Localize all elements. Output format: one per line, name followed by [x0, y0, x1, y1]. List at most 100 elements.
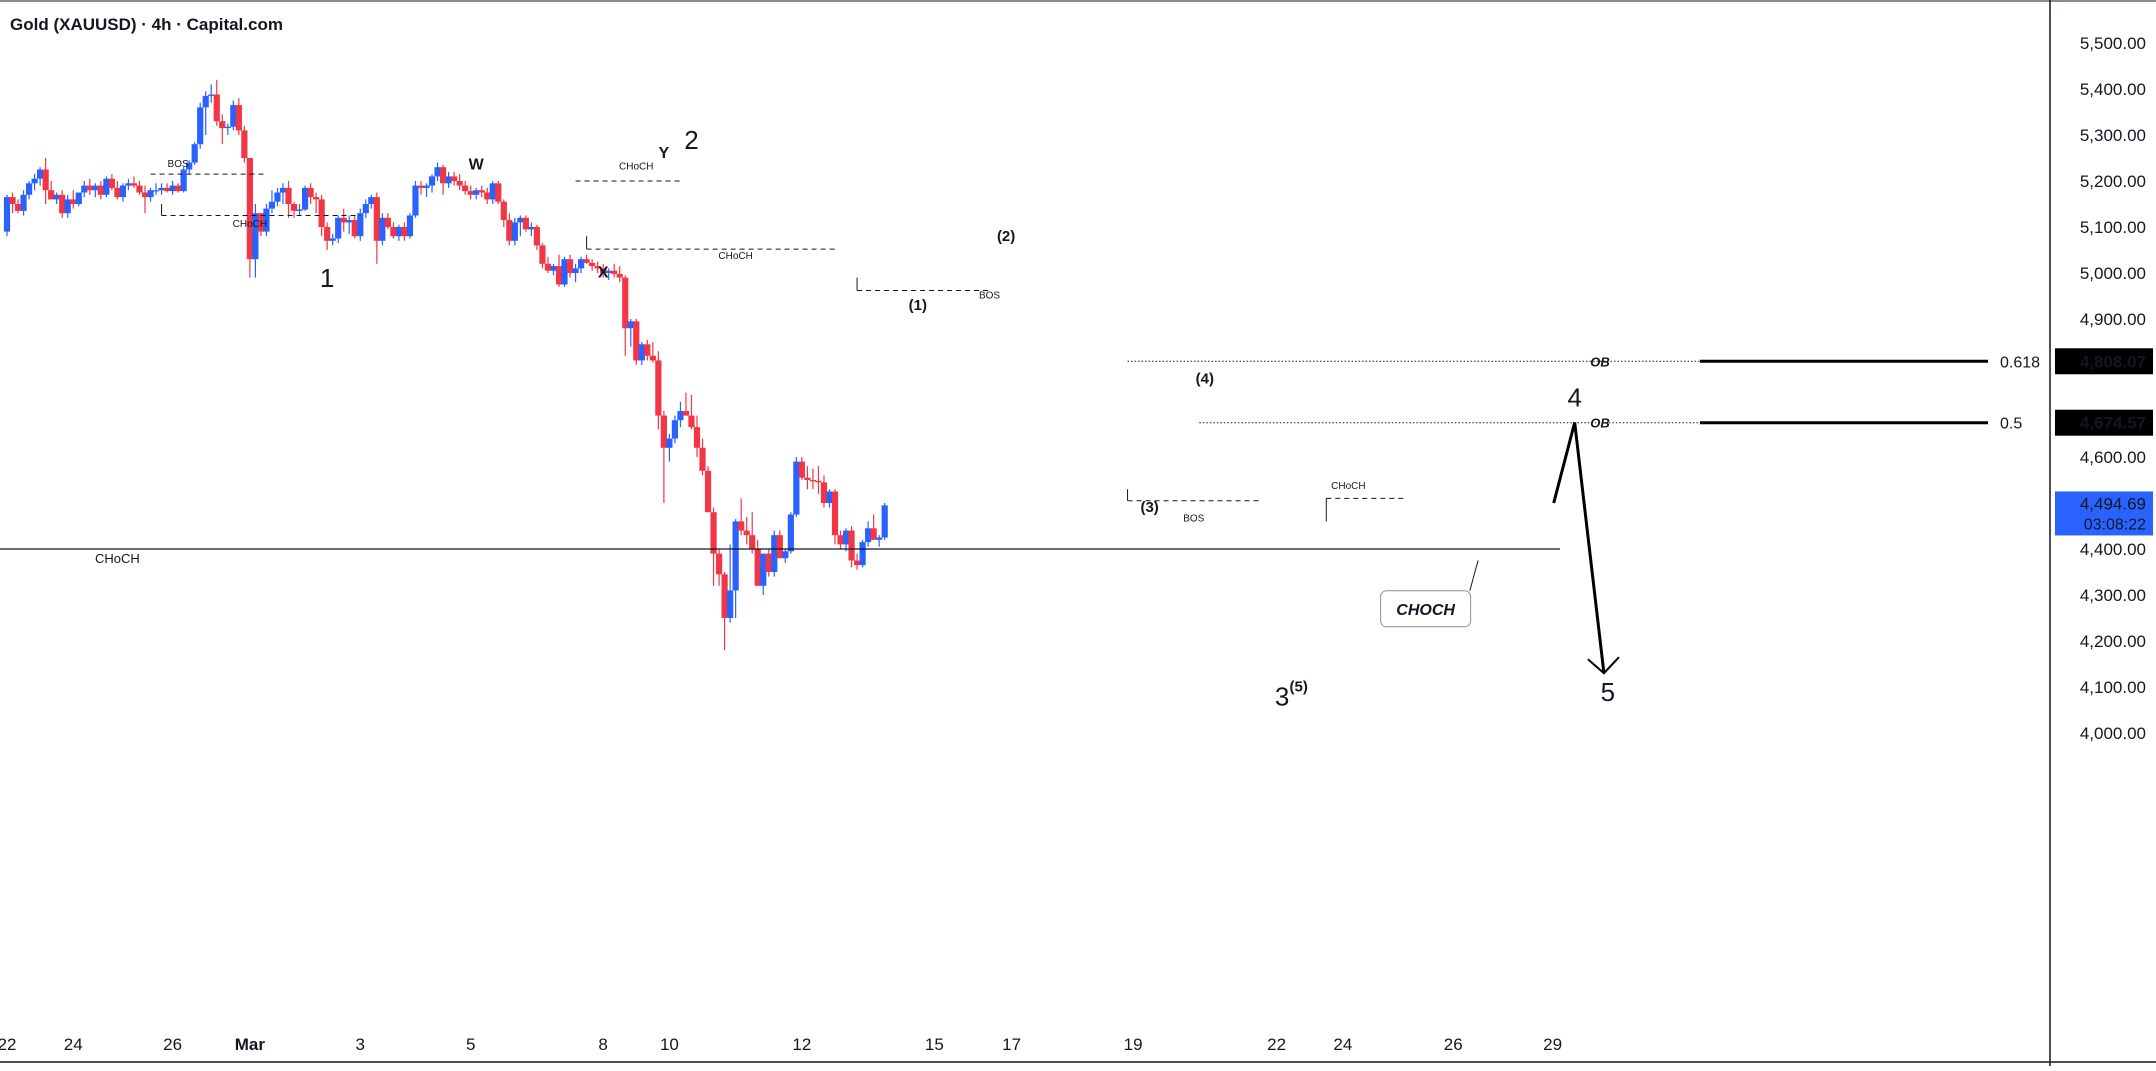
candle[interactable]: [638, 342, 645, 365]
candle[interactable]: [417, 181, 425, 195]
candle[interactable]: [776, 530, 783, 559]
candle[interactable]: [533, 224, 541, 250]
candle[interactable]: [721, 572, 728, 651]
candle[interactable]: [274, 187, 281, 207]
candle[interactable]: [572, 263, 579, 283]
candle[interactable]: [257, 213, 265, 237]
candle[interactable]: [434, 162, 441, 181]
candle[interactable]: [180, 167, 187, 193]
choch-callout-box[interactable]: [1380, 590, 1472, 628]
candle[interactable]: [528, 222, 535, 237]
candle[interactable]: [511, 217, 518, 246]
candle[interactable]: [837, 530, 844, 549]
candle[interactable]: [809, 468, 817, 490]
candle[interactable]: [379, 213, 386, 246]
candle[interactable]: [130, 176, 138, 188]
candle[interactable]: [263, 204, 270, 237]
candle[interactable]: [42, 158, 49, 204]
candle[interactable]: [831, 489, 839, 545]
candle[interactable]: [208, 84, 215, 103]
candle[interactable]: [119, 183, 127, 202]
candle[interactable]: [749, 512, 756, 554]
candle[interactable]: [268, 190, 276, 214]
candle[interactable]: [53, 192, 60, 205]
candle[interactable]: [439, 164, 447, 195]
candle[interactable]: [230, 100, 237, 131]
candle[interactable]: [782, 549, 789, 563]
candle[interactable]: [622, 275, 629, 356]
candle[interactable]: [81, 181, 88, 198]
candle[interactable]: [97, 181, 104, 200]
candle[interactable]: [671, 415, 679, 444]
candle[interactable]: [125, 178, 132, 191]
candle[interactable]: [340, 208, 347, 232]
candle[interactable]: [577, 256, 585, 273]
candle[interactable]: [594, 261, 601, 274]
candle[interactable]: [881, 503, 888, 540]
candle[interactable]: [865, 521, 872, 547]
candle[interactable]: [163, 183, 171, 193]
candle[interactable]: [423, 183, 430, 198]
candle[interactable]: [710, 507, 717, 586]
candle[interactable]: [169, 181, 176, 195]
candle[interactable]: [329, 233, 336, 246]
candle[interactable]: [335, 215, 342, 244]
candle[interactable]: [555, 254, 563, 287]
candle[interactable]: [826, 489, 833, 508]
candle[interactable]: [279, 183, 287, 204]
candle[interactable]: [539, 243, 546, 269]
candle[interactable]: [876, 535, 883, 547]
candle[interactable]: [743, 516, 750, 545]
candle[interactable]: [842, 528, 850, 552]
candle[interactable]: [660, 411, 667, 503]
candle[interactable]: [550, 263, 557, 276]
candle[interactable]: [197, 102, 204, 149]
candle[interactable]: [3, 194, 11, 237]
candle[interactable]: [141, 185, 149, 214]
candle[interactable]: [616, 266, 623, 283]
candle[interactable]: [688, 394, 695, 430]
candle[interactable]: [727, 544, 734, 623]
candle[interactable]: [70, 190, 77, 209]
candle[interactable]: [771, 530, 778, 577]
candle[interactable]: [704, 466, 712, 513]
candle[interactable]: [715, 549, 723, 586]
candle[interactable]: [848, 526, 855, 568]
candle[interactable]: [644, 339, 651, 361]
candle[interactable]: [406, 213, 414, 239]
candle[interactable]: [793, 457, 800, 517]
candle[interactable]: [401, 222, 408, 241]
candle[interactable]: [213, 79, 220, 126]
candle[interactable]: [544, 256, 552, 273]
candle[interactable]: [48, 181, 55, 200]
candle[interactable]: [103, 176, 110, 198]
candle[interactable]: [804, 466, 811, 490]
candle[interactable]: [158, 183, 165, 195]
candle[interactable]: [456, 174, 463, 191]
candle[interactable]: [820, 475, 828, 508]
candle[interactable]: [605, 268, 612, 280]
candle[interactable]: [384, 213, 391, 230]
candle[interactable]: [467, 185, 474, 200]
candle[interactable]: [75, 192, 82, 207]
candle[interactable]: [285, 181, 292, 218]
candle[interactable]: [677, 401, 684, 428]
candle[interactable]: [108, 174, 115, 191]
candle[interactable]: [495, 181, 502, 204]
candle[interactable]: [787, 512, 794, 554]
candle[interactable]: [682, 392, 690, 416]
candle[interactable]: [318, 194, 325, 237]
candle[interactable]: [633, 319, 640, 365]
candle[interactable]: [489, 181, 496, 204]
candle[interactable]: [484, 187, 491, 204]
candle[interactable]: [368, 194, 375, 209]
candle[interactable]: [9, 192, 16, 214]
candle[interactable]: [522, 215, 529, 232]
candle[interactable]: [478, 185, 485, 198]
candle[interactable]: [738, 498, 745, 536]
candle[interactable]: [666, 434, 673, 462]
candle[interactable]: [290, 201, 298, 218]
candle[interactable]: [301, 185, 309, 211]
candle[interactable]: [500, 199, 507, 227]
